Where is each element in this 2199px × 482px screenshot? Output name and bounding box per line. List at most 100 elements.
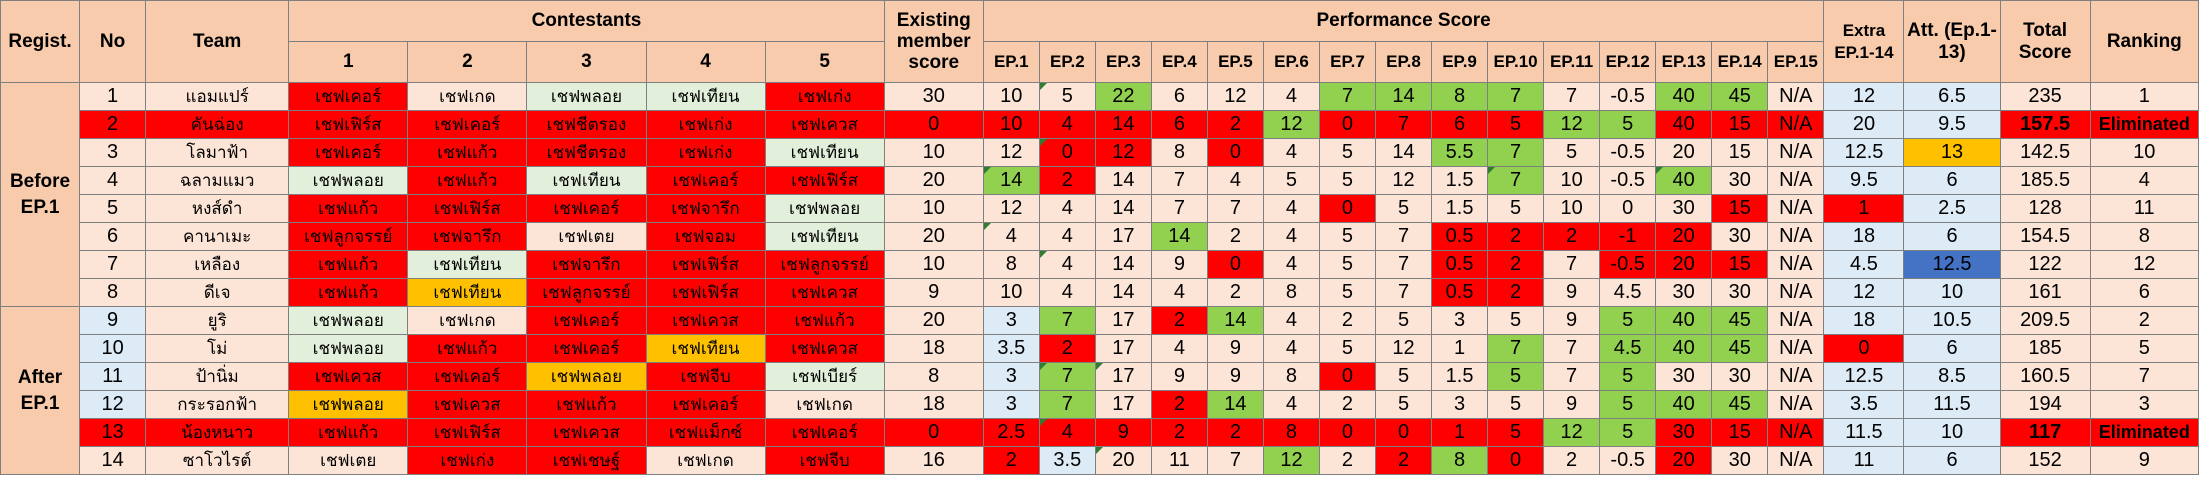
episode-4-score: 4: [1150, 334, 1208, 363]
table-row: 14 ซาโวไรต์ เชฟเตย เชฟเก่ง เชฟเชษฐ์ เชฟเกด เชฟ…: [1, 446, 2199, 475]
episode-7-score: 5: [1318, 334, 1377, 363]
episode-13-score: 30: [1655, 194, 1713, 223]
episode-3-score: 20: [1094, 446, 1152, 475]
row-number: 8: [79, 278, 147, 307]
episode-7-score: 0: [1318, 418, 1377, 447]
team-name: คานาเมะ: [145, 222, 290, 251]
attendance-score: 2.5: [1903, 194, 2001, 223]
row-number: 1: [79, 82, 147, 111]
episode-15-score: N/A: [1767, 334, 1825, 363]
existing-member-score: 18: [883, 390, 984, 419]
contestant-3: เชฟชีตรอง: [526, 110, 647, 139]
header-ranking: Ranking: [2089, 0, 2199, 83]
episode-12-score: 5: [1599, 418, 1657, 447]
episode-1-score: 3: [982, 306, 1040, 335]
episode-12-score: -0.5: [1599, 82, 1657, 111]
ranking: 5: [2089, 334, 2199, 363]
team-name: คันฉ่อง: [145, 110, 290, 139]
episode-6-score: 4: [1262, 138, 1320, 167]
contestant-5: เชฟเฟิร์ส: [764, 166, 885, 195]
contestant-4: เชฟเคอร์: [645, 166, 766, 195]
attendance-score: 13: [1903, 138, 2001, 167]
extra-score: 9.5: [1823, 166, 1905, 195]
attendance-score: 8.5: [1903, 362, 2001, 391]
contestant-5: เชฟเทียน: [764, 222, 885, 251]
episode-13-score: 30: [1655, 278, 1713, 307]
episode-13-score: 40: [1655, 82, 1713, 111]
contestant-4: เชฟเคอร์: [645, 390, 766, 419]
attendance-score: 12.5: [1903, 250, 2001, 279]
episode-4-score: 9: [1150, 250, 1208, 279]
contestant-1: เชฟแก้ว: [288, 418, 409, 447]
contestant-2: เชฟเกด: [407, 306, 528, 335]
row-number: 10: [79, 334, 147, 363]
episode-6-score: 4: [1262, 222, 1320, 251]
episode-10-score: 0: [1487, 446, 1545, 475]
attendance-score: 6: [1903, 222, 2001, 251]
episode-2-score: 2: [1038, 334, 1096, 363]
contestant-5: เชฟจีบ: [764, 446, 885, 475]
episode-9-score: 8: [1431, 82, 1489, 111]
episode-4-score: 2: [1150, 418, 1208, 447]
episode-14-score: 45: [1711, 390, 1769, 419]
episode-6-score: 8: [1262, 362, 1320, 391]
episode-11-score: 9: [1543, 278, 1601, 307]
header-episode-15: EP.15: [1767, 41, 1825, 83]
team-name: หงส์ดำ: [145, 194, 290, 223]
episode-14-score: 15: [1711, 418, 1769, 447]
episode-9-score: 0.5: [1431, 250, 1489, 279]
header-attendance: Att. (Ep.1-13): [1903, 0, 2001, 83]
episode-3-score: 14: [1094, 110, 1152, 139]
episode-12-score: -0.5: [1599, 446, 1657, 475]
episode-7-score: 2: [1318, 446, 1377, 475]
episode-13-score: 30: [1655, 418, 1713, 447]
table-row: 3 โลมาฟ้า เชฟเคอร์ เชฟแก้ว เชฟชีตรอง เชฟเก่งเ…: [1, 138, 2199, 167]
table-row: After EP.1 9 ยูริ เชฟพลอย เชฟเกด เชฟเคอร์ เชฟเ…: [0, 306, 2199, 475]
episode-11-score: 7: [1543, 250, 1601, 279]
table-row: 11 ป้านิ่ม เชฟเควส เชฟเคอร์ เชฟพลอย เชฟจีบ เชฟ…: [1, 362, 2199, 391]
episode-2-score: 4: [1038, 222, 1096, 251]
contestant-1: เชฟลูกจรรย์: [288, 222, 409, 251]
episode-4-score: 4: [1150, 278, 1208, 307]
episode-8-score: 5: [1374, 390, 1433, 419]
episode-11-score: 10: [1543, 194, 1601, 223]
episode-2-score: 2: [1038, 166, 1096, 195]
episode-7-score: 5: [1318, 250, 1377, 279]
attendance-score: 6: [1903, 334, 2001, 363]
episode-6-score: 5: [1262, 166, 1320, 195]
team-name: กระรอกฟ้า: [145, 390, 290, 419]
attendance-score: 6: [1903, 446, 2001, 475]
team-name: โลมาฟ้า: [145, 138, 290, 167]
episode-7-score: 0: [1318, 110, 1377, 139]
contestant-3: เชฟแก้ว: [526, 390, 647, 419]
existing-member-score: 16: [883, 446, 984, 475]
episode-14-score: 45: [1711, 82, 1769, 111]
episode-15-score: N/A: [1767, 362, 1825, 391]
episode-5-score: 9: [1206, 334, 1264, 363]
episode-10-score: 5: [1487, 362, 1545, 391]
episode-9-score: 3: [1431, 390, 1489, 419]
episode-10-score: 5: [1487, 418, 1545, 447]
episode-15-score: N/A: [1767, 82, 1825, 111]
episode-12-score: 5: [1599, 110, 1657, 139]
episode-8-score: 2: [1374, 446, 1433, 475]
contestant-4: เชฟเทียน: [645, 334, 766, 363]
existing-member-score: 10: [883, 194, 984, 223]
episode-13-score: 40: [1655, 166, 1713, 195]
extra-score: 0: [1823, 334, 1905, 363]
header-episode-10: EP.10: [1487, 41, 1545, 83]
episode-5-score: 14: [1206, 306, 1264, 335]
attendance-score: 11.5: [1903, 390, 2001, 419]
contestant-4: เชฟเฟิร์ส: [645, 250, 766, 279]
attendance-score: 10: [1903, 278, 2001, 307]
extra-score: 11.5: [1823, 418, 1905, 447]
contestant-2: เชฟเทียน: [407, 250, 528, 279]
existing-member-score: 10: [883, 138, 984, 167]
table-row: 7 เหลือง เชฟแก้ว เชฟเทียน เชฟจารึก เชฟเฟิร์สเ…: [1, 250, 2199, 279]
contestant-2: เชฟเฟิร์ส: [407, 418, 528, 447]
episode-2-score: 4: [1038, 250, 1096, 279]
row-number: 11: [79, 362, 147, 391]
existing-member-score: 0: [883, 418, 984, 447]
episode-9-score: 0.5: [1431, 222, 1489, 251]
